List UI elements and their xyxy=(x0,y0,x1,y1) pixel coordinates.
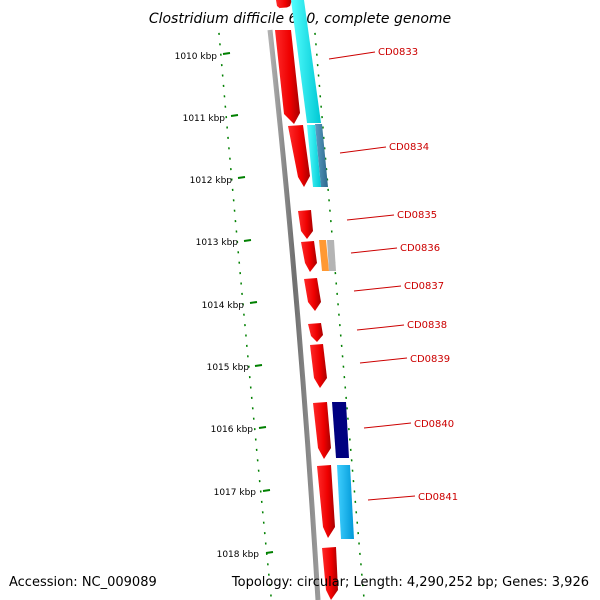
gene-label-cd0834: CD0834 xyxy=(389,142,429,153)
cds-arrow-cd0835 xyxy=(298,210,313,239)
cds-arrow-cd0837 xyxy=(304,278,321,311)
cds-boundaries xyxy=(279,7,294,10)
cds-arrow-cd0840 xyxy=(313,402,331,459)
tick-1018 xyxy=(265,551,274,554)
feature-gray-cd0836 xyxy=(327,240,336,271)
tick-label-1016: 1016 kbp xyxy=(211,425,254,435)
topology-text: Topology: circular; Length: 4,290,252 bp… xyxy=(231,575,589,590)
feature-navy-cd0840 xyxy=(332,402,349,458)
tick-label-1014: 1014 kbp xyxy=(202,301,245,311)
cds-arrow-cd0833 xyxy=(275,30,300,124)
leader-cd0838 xyxy=(356,324,405,331)
tick-1012 xyxy=(237,176,246,179)
gene-label-cd0835: CD0835 xyxy=(397,210,437,221)
leader-cd0834 xyxy=(339,146,387,154)
leader-cd0835 xyxy=(346,214,395,221)
leader-cd0837 xyxy=(353,285,402,292)
tick-label-1018: 1018 kbp xyxy=(217,550,260,560)
feature-cyan-cd0834 xyxy=(307,125,321,187)
tick-label-1012: 1012 kbp xyxy=(190,176,233,186)
cds-arrow-cd0836 xyxy=(301,241,317,272)
leader-cd0841 xyxy=(367,495,416,501)
gene-label-cd0841: CD0841 xyxy=(418,492,458,503)
cds-arrow-cd0838 xyxy=(308,323,323,342)
cds-track xyxy=(275,0,338,600)
cds-arrow-cd0834 xyxy=(288,125,310,187)
leader-cd0836 xyxy=(350,247,398,254)
tick-1014 xyxy=(249,301,258,304)
leader-cd0839 xyxy=(359,357,408,364)
tick-1013 xyxy=(243,239,252,242)
tick-label-1011: 1011 kbp xyxy=(183,114,226,124)
feature-cyan-cd0833 xyxy=(291,0,321,123)
gene-label-cd0836: CD0836 xyxy=(400,243,440,254)
feature-orange-cd0836 xyxy=(319,240,329,271)
genome-backbone xyxy=(267,29,321,600)
tick-track xyxy=(218,32,272,597)
tick-1015 xyxy=(254,364,263,367)
gene-label-cd0833: CD0833 xyxy=(378,47,418,58)
cds-arrow-cd0839 xyxy=(310,344,327,388)
gene-label-cd0840: CD0840 xyxy=(414,419,454,430)
gene-labels: CD0833 CD0834 CD0835 CD0836 CD0837 CD083… xyxy=(328,47,458,503)
gene-label-cd0838: CD0838 xyxy=(407,320,447,331)
gene-label-cd0837: CD0837 xyxy=(404,281,444,292)
leader-cd0833 xyxy=(328,51,376,60)
feature-sky-cd0841 xyxy=(337,465,354,539)
cds-arrow-next xyxy=(322,547,338,600)
tick-marks: 1010 kbp 1011 kbp 1012 kbp 1013 kbp 1014… xyxy=(175,52,274,560)
leader-cd0840 xyxy=(363,422,412,429)
cds-arrow-top xyxy=(276,0,292,10)
tick-1011 xyxy=(230,114,239,117)
tick-1016 xyxy=(258,426,267,429)
tick-label-1017: 1017 kbp xyxy=(214,488,257,498)
tick-label-1015: 1015 kbp xyxy=(207,363,250,373)
accession-text: Accession: NC_009089 xyxy=(9,575,157,590)
tick-1017 xyxy=(262,489,271,492)
cds-arrow-cd0841 xyxy=(317,465,335,538)
feature-track xyxy=(291,0,354,539)
gene-label-cd0839: CD0839 xyxy=(410,354,450,365)
tick-label-1010: 1010 kbp xyxy=(175,52,218,62)
tick-label-1013: 1013 kbp xyxy=(196,238,239,248)
tick-1010 xyxy=(222,52,231,55)
feature-steel-cd0834 xyxy=(315,124,328,187)
